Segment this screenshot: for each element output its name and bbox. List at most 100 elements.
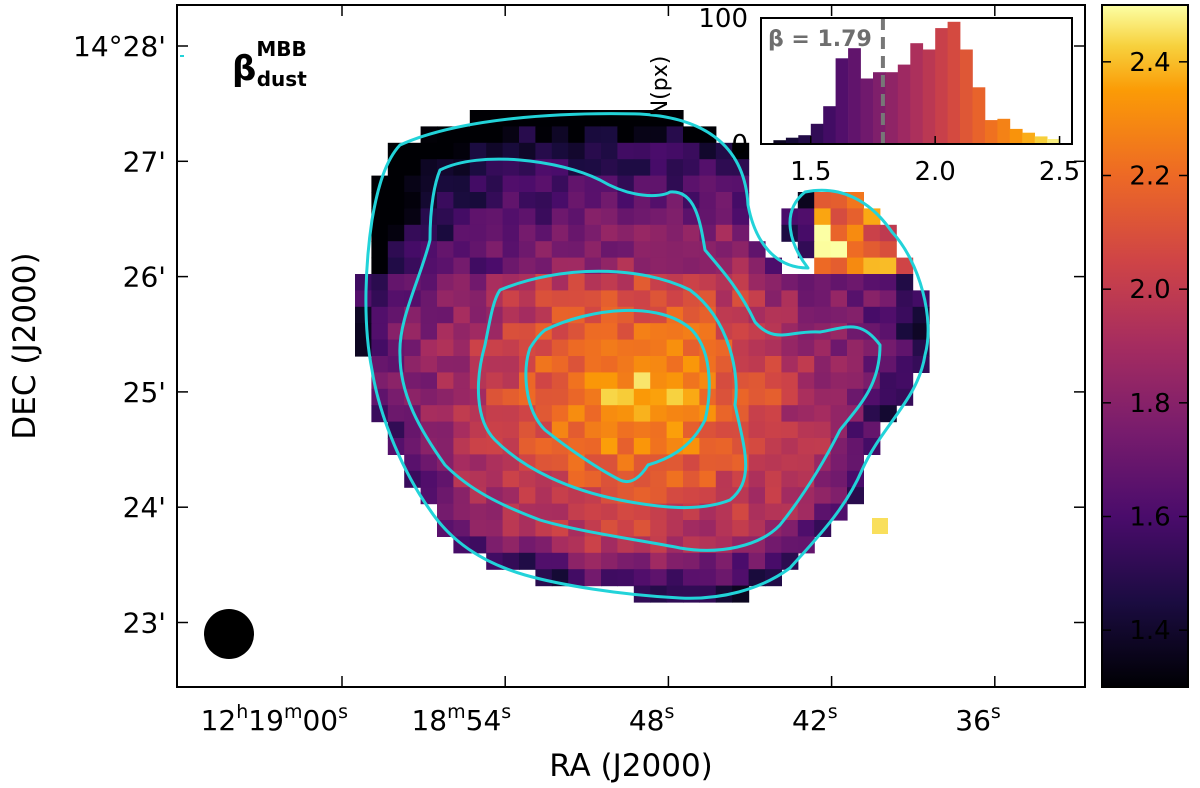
beta-pixel bbox=[617, 388, 635, 406]
beta-pixel bbox=[633, 257, 651, 275]
beta-pixel bbox=[699, 274, 717, 291]
histogram-bar bbox=[984, 120, 998, 144]
beta-pixel bbox=[601, 339, 618, 357]
beta-pixel bbox=[519, 470, 536, 488]
beta-pixel bbox=[502, 306, 520, 324]
beta-pixel bbox=[715, 306, 733, 324]
histogram-bar bbox=[1022, 132, 1035, 144]
beta-pixel bbox=[601, 503, 618, 521]
map-tick-labels: 12h19m00s 18m54s 48s 42s 36s 14°28' 27' 26' 25' 2… bbox=[73, 30, 1001, 737]
map-x-tick-label: 36s bbox=[955, 701, 1001, 737]
beta-pixel bbox=[601, 454, 618, 472]
beta-pixel bbox=[568, 569, 586, 587]
map-title-sup: MBB bbox=[256, 37, 306, 61]
beta-pixel bbox=[683, 142, 700, 160]
beta-histogram-inset: β = 1.79 1.5 2.0 2.5 0 100 N(px) bbox=[648, 4, 1080, 187]
beta-pixel bbox=[666, 142, 684, 160]
beta-pixel bbox=[453, 208, 471, 226]
beta-pixel bbox=[584, 372, 602, 390]
beta-pixel bbox=[797, 241, 815, 259]
map-y-tick-label: 27' bbox=[123, 145, 166, 178]
map-x-tick-label: 48s bbox=[629, 701, 675, 737]
beta-pixel bbox=[715, 175, 733, 193]
beta-pixel bbox=[551, 208, 569, 226]
beta-pixel bbox=[453, 290, 471, 308]
beta-pixel bbox=[601, 520, 618, 537]
beta-pixel bbox=[551, 159, 569, 177]
beta-pixel bbox=[486, 274, 504, 291]
beta-pixel bbox=[486, 339, 504, 357]
beta-pixel bbox=[486, 142, 504, 160]
beta-pixel bbox=[650, 126, 668, 144]
beta-pixel bbox=[683, 257, 700, 275]
beta-pixel bbox=[519, 126, 536, 144]
beta-pixel bbox=[650, 585, 668, 603]
histogram-bar bbox=[960, 49, 973, 144]
beta-pixel bbox=[748, 241, 766, 259]
histogram-tick-labels: 1.5 2.0 2.5 0 100 bbox=[698, 4, 1080, 187]
beta-pixel bbox=[486, 241, 504, 259]
beta-pixel bbox=[568, 274, 586, 291]
beta-pixel bbox=[551, 536, 569, 554]
beta-pixel bbox=[879, 405, 897, 423]
beta-pixel bbox=[584, 536, 602, 554]
beta-pixel bbox=[453, 224, 471, 242]
histogram-bar bbox=[773, 140, 787, 144]
beta-pixel bbox=[814, 503, 832, 521]
beta-pixel bbox=[633, 372, 651, 390]
beta-pixel bbox=[584, 552, 602, 570]
beta-pixel bbox=[469, 208, 487, 226]
beta-pixel bbox=[551, 323, 569, 341]
beta-pixel bbox=[502, 290, 520, 308]
beta-pixel bbox=[633, 520, 651, 537]
beta-pixel bbox=[601, 192, 618, 209]
beta-pixel bbox=[650, 405, 668, 423]
beta-pixel bbox=[633, 470, 651, 488]
beta-pixel bbox=[847, 224, 864, 242]
beta-pixel bbox=[568, 224, 586, 242]
beta-pixel bbox=[715, 257, 733, 275]
beta-pixel bbox=[371, 290, 389, 308]
beta-pixel bbox=[568, 405, 586, 423]
beta-pixel bbox=[797, 438, 815, 455]
beta-pixel bbox=[486, 503, 504, 521]
beta-pixel bbox=[453, 520, 471, 537]
beta-pixel bbox=[715, 552, 733, 570]
histogram-bar bbox=[947, 21, 961, 144]
beta-pixel bbox=[486, 536, 504, 554]
beta-pixel bbox=[666, 175, 684, 193]
beta-pixel bbox=[765, 257, 782, 275]
beta-pixel bbox=[814, 274, 832, 291]
beta-pixel bbox=[486, 520, 504, 537]
beta-pixel bbox=[748, 372, 766, 390]
beta-pixel bbox=[437, 470, 454, 488]
beta-pixel bbox=[551, 438, 569, 455]
beta-pixel bbox=[453, 274, 471, 291]
beta-pixel bbox=[896, 274, 914, 291]
beta-pixel bbox=[781, 306, 799, 324]
beta-pixel bbox=[699, 323, 717, 341]
beta-pixel bbox=[469, 126, 487, 144]
beta-pixel bbox=[387, 339, 405, 357]
beta-pixel bbox=[683, 274, 700, 291]
beta-pixel bbox=[371, 323, 389, 341]
beta-pixel bbox=[683, 356, 700, 373]
beta-pixel bbox=[879, 388, 897, 406]
beta-pixel bbox=[650, 552, 668, 570]
beta-pixel bbox=[732, 257, 750, 275]
beta-pixel bbox=[502, 388, 520, 406]
beta-pixel bbox=[617, 552, 635, 570]
beta-pixel bbox=[584, 224, 602, 242]
beta-pixel bbox=[650, 438, 668, 455]
beta-pixel bbox=[879, 372, 897, 390]
beta-pixel bbox=[683, 487, 700, 505]
beta-pixel bbox=[633, 274, 651, 291]
beta-pixel bbox=[797, 356, 815, 373]
beta-pixel bbox=[617, 126, 635, 144]
beta-pixel bbox=[469, 192, 487, 209]
beta-pixel bbox=[666, 356, 684, 373]
beta-pixel bbox=[830, 290, 848, 308]
histogram-bar bbox=[860, 78, 874, 144]
beta-pixel bbox=[584, 208, 602, 226]
beta-pixel bbox=[551, 290, 569, 308]
